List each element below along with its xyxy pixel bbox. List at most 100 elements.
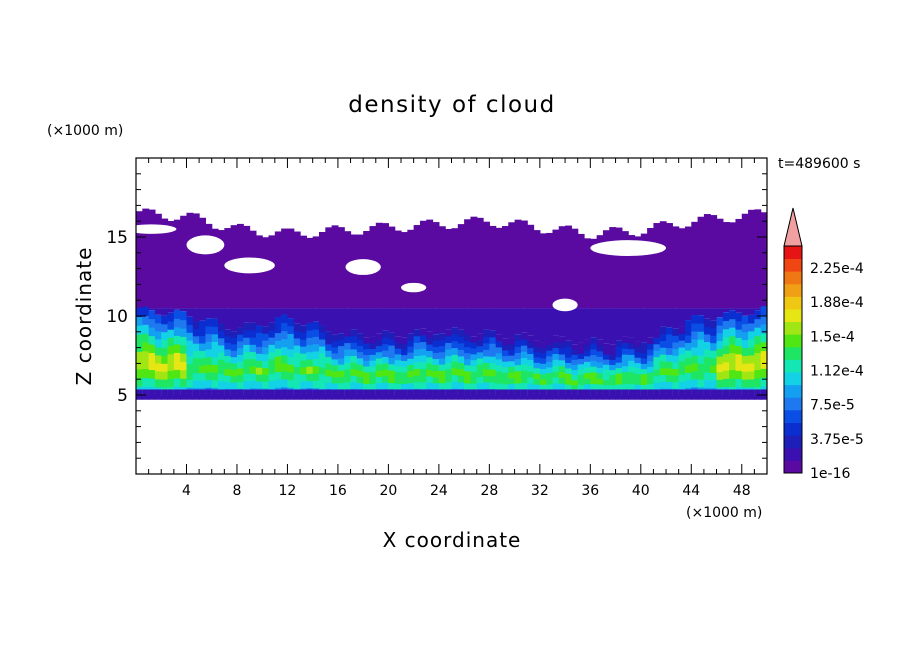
- cloud-core-band: [350, 348, 358, 356]
- cloud-core-band: [609, 359, 617, 366]
- cloud-core-band: [407, 370, 415, 378]
- cloud-anvil-band: [520, 220, 528, 309]
- cloud-core-band: [596, 383, 604, 390]
- cloud-core-band: [501, 372, 509, 379]
- cloud-core-band: [438, 351, 446, 359]
- cloud-core-band: [678, 340, 686, 348]
- cloud-base-band: [546, 389, 554, 400]
- cloud-core-band: [161, 315, 169, 325]
- cloud-core-band: [350, 355, 358, 363]
- cloud-anvil-band: [539, 233, 547, 309]
- cloud-base-band: [533, 389, 541, 400]
- cloud-base-band: [621, 389, 629, 400]
- cloud-core-band: [527, 383, 535, 390]
- cloud-core-band: [464, 358, 472, 366]
- cloud-core-band: [293, 345, 301, 353]
- cloud-core-band: [142, 324, 150, 334]
- cloud-base-band: [356, 389, 364, 400]
- cloud-core-band: [640, 363, 648, 370]
- cloud-core-band: [464, 340, 472, 348]
- cloud-anvil-band: [268, 235, 276, 309]
- cloud-core-band: [609, 379, 617, 386]
- cloud-core-band: [419, 341, 427, 349]
- cloud-mid-band: [653, 308, 661, 331]
- cloud-core-band: [508, 377, 516, 385]
- cloud-core-band: [287, 364, 295, 373]
- cloud-anvil-band: [533, 230, 541, 309]
- cloud-core-band: [426, 344, 434, 351]
- cloud-core-band: [609, 384, 617, 391]
- cloud-core-band: [558, 348, 566, 355]
- cloud-anvil-band: [565, 225, 572, 309]
- cloud-core-band: [634, 362, 642, 369]
- cloud-core-band: [527, 353, 535, 360]
- cloud-base-band: [318, 389, 326, 400]
- cloud-mid-band: [268, 308, 276, 323]
- cloud-core-band: [413, 335, 421, 343]
- cloud-core-band: [546, 367, 554, 374]
- cloud-mid-band: [470, 308, 478, 337]
- cloud-core-band: [300, 367, 307, 375]
- cloud-core-band: [729, 378, 737, 388]
- cloud-core-band: [508, 337, 516, 345]
- cloud-core-band: [401, 343, 408, 350]
- cloud-core-band: [514, 382, 522, 390]
- cloud-anvil-band: [754, 209, 762, 309]
- cloud-core-band: [337, 376, 345, 384]
- cloud-core-band: [590, 377, 598, 384]
- cloud-core-band: [722, 378, 730, 388]
- cloud-anvil-band: [546, 232, 554, 309]
- cloud-core-band: [375, 370, 383, 377]
- cloud-core-band: [161, 379, 169, 388]
- cloud-core-band: [653, 382, 661, 390]
- cloud-core-band: [318, 374, 326, 382]
- cloud-mid-band: [287, 308, 295, 319]
- clear-air-gap: [186, 235, 225, 255]
- cloud-core-band: [501, 378, 509, 385]
- cloud-core-band: [653, 375, 661, 383]
- cloud-core-band: [716, 379, 724, 388]
- cloud-core-band: [230, 331, 238, 339]
- cloud-core-band: [735, 370, 743, 380]
- cloud-core-band: [154, 314, 162, 324]
- cloud-core-band: [350, 368, 358, 376]
- cloud-core-band: [590, 337, 598, 344]
- cloud-core-band: [312, 321, 320, 330]
- cloud-mid-band: [211, 308, 219, 319]
- cloud-core-band: [476, 358, 484, 365]
- cloud-core-band: [154, 370, 162, 380]
- cloud-core-band: [268, 351, 276, 360]
- cloud-core-band: [445, 349, 453, 357]
- cloud-core-band: [609, 349, 617, 355]
- cloud-core-band: [249, 344, 257, 353]
- cloud-core-band: [710, 320, 718, 329]
- colorbar-label: 3.75e-5: [810, 432, 864, 448]
- cloud-core-band: [230, 382, 238, 390]
- cloud-core-band: [684, 342, 692, 351]
- cloud-core-band: [735, 362, 743, 371]
- cloud-base-band: [218, 389, 225, 400]
- colorbar: 2.25e-4 1.88e-4 1.5e-4 1.12e-4 7.5e-5 3.75e-5…: [783, 207, 864, 482]
- cloud-core-band: [678, 360, 686, 369]
- cloud-base-band: [274, 389, 282, 400]
- cloud-core-band: [577, 353, 585, 360]
- cloud-core-band: [426, 382, 434, 390]
- cloud-core-band: [539, 357, 547, 364]
- colorbar-band: [784, 346, 802, 360]
- cloud-core-band: [640, 352, 648, 359]
- cloud-mid-band: [375, 308, 383, 334]
- cloud-core-band: [142, 350, 150, 361]
- cloud-anvil-band: [154, 213, 162, 309]
- cloud-core-band: [684, 327, 692, 336]
- cloud-core-band: [710, 327, 718, 336]
- cloud-core-band: [754, 378, 762, 388]
- cloud-core-band: [388, 370, 396, 377]
- cloud-core-band: [577, 358, 585, 365]
- cloud-core-band: [508, 349, 516, 356]
- cloud-core-band: [457, 349, 465, 357]
- cloud-core-band: [148, 318, 156, 328]
- cloud-core-band: [356, 376, 364, 384]
- cloud-mid-band: [224, 308, 232, 330]
- cloud-mid-band: [640, 308, 648, 343]
- cloud-core-band: [344, 336, 352, 344]
